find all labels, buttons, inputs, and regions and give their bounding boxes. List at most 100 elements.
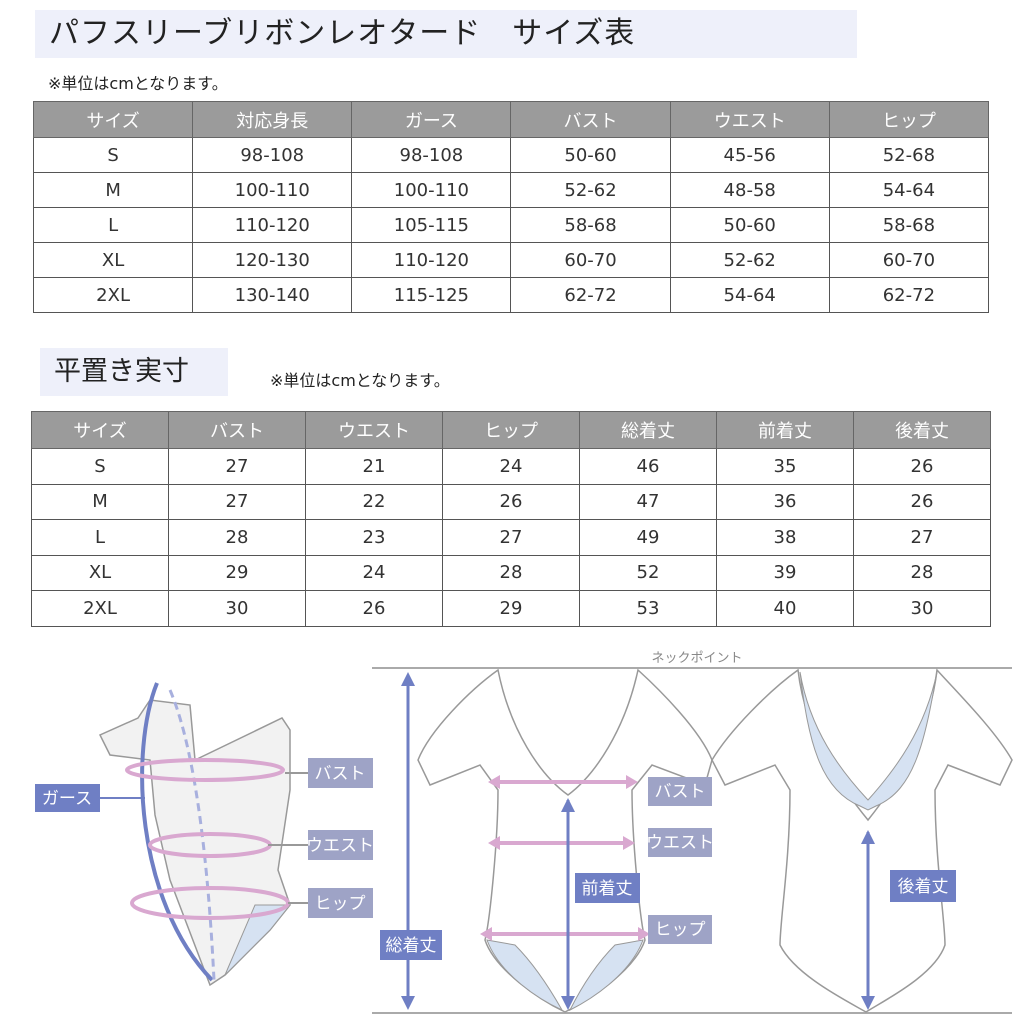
column-header: ガース [351,101,512,138]
table-cell: 50-60 [510,137,671,173]
table-cell: 35 [716,448,854,485]
table-cell: 52-62 [510,172,671,208]
table-cell: 28 [168,519,306,556]
table-cell: 28 [853,554,991,591]
table-cell: 50-60 [669,207,830,243]
table-cell: XL [32,242,194,278]
table-cell: 21 [305,448,443,485]
table-cell: 52-62 [669,242,830,278]
table-cell: 58-68 [828,207,990,243]
front-hip-label: ヒップ [655,920,706,940]
neck-point-label: ネックポイント [651,651,742,666]
table-cell: 100-110 [351,172,512,208]
table-cell: 62-72 [828,277,990,313]
back-body: 後着丈 [711,668,1013,1013]
column-header: サイズ [32,101,194,138]
table-cell: 62-72 [510,277,671,313]
girth-label: ガース [42,789,92,809]
column-header: サイズ [31,411,169,449]
front-body: 前着丈 バスト ウエスト ヒップ [417,668,714,1013]
table-row: XL 29 24 28 52 39 28 [31,554,991,591]
table-cell: 40 [716,590,854,627]
table-cell: XL [31,554,169,591]
table-cell: 27 [853,519,991,556]
table-cell: 26 [305,590,443,627]
bust-label: バスト [315,764,366,784]
column-header: 対応身長 [192,101,353,138]
table-row: L 110-120 105-115 58-68 50-60 58-68 [32,207,990,243]
table-row: 2XL 30 26 29 53 40 30 [31,590,991,627]
table-cell: 24 [442,448,580,485]
table-cell: 115-125 [351,277,512,313]
table-cell: 110-120 [351,242,512,278]
back-length-label: 後着丈 [898,877,949,897]
table-cell: 2XL [32,277,194,313]
table-cell: 105-115 [351,207,512,243]
column-header: バスト [510,101,671,138]
flat-measure-table: サイズ バスト ウエスト ヒップ 総着丈 前着丈 後着丈 S 27 21 24 46 35 26 M 27 22… [31,411,991,627]
table-cell: 28 [442,554,580,591]
table-cell: 52 [579,554,717,591]
table-cell: 110-120 [192,207,353,243]
table-row: M 100-110 100-110 52-62 48-58 54-64 [32,172,990,208]
table-cell: S [31,448,169,485]
table-cell: 27 [168,483,306,520]
table-cell: 47 [579,483,717,520]
table-cell: 27 [168,448,306,485]
table-cell: 26 [442,483,580,520]
measurement-diagram: ガース バスト ウエスト ヒップ ネックポイント 総着丈 前着丈 バスト ウエス… [35,651,1013,1014]
table-cell: 23 [305,519,443,556]
table-cell: 54-64 [669,277,830,313]
table-cell: 22 [305,483,443,520]
table-cell: S [32,137,194,173]
column-header: ウエスト [669,101,830,138]
table-row: 2XL 130-140 115-125 62-72 54-64 62-72 [32,277,990,313]
front-length-label: 前着丈 [582,879,633,899]
table-cell: 46 [579,448,717,485]
size-table: サイズ 対応身長 ガース バスト ウエスト ヒップ S 98-108 98-108 50-60 45… [32,101,990,313]
table-cell: 58-68 [510,207,671,243]
table-cell: 53 [579,590,717,627]
table-cell: 36 [716,483,854,520]
table-cell: M [31,483,169,520]
section-title-flat-measure: 平置き実寸 [40,348,228,396]
column-header: ヒップ [828,101,990,138]
unit-note: ※単位はcmとなります。 [48,74,228,93]
table-cell: 60-70 [510,242,671,278]
table-cell: 120-130 [192,242,353,278]
column-header: 後着丈 [853,411,991,449]
body-3d-figure: ガース バスト ウエスト ヒップ [35,682,374,987]
table-cell: 29 [168,554,306,591]
table-cell: 27 [442,519,580,556]
table-cell: 30 [853,590,991,627]
table-row: S 27 21 24 46 35 26 [31,448,991,485]
column-header: ウエスト [305,411,443,449]
total-length-label: 総着丈 [386,936,437,956]
table-row: M 27 22 26 47 36 26 [31,483,991,520]
table-cell: 52-68 [828,137,990,173]
front-waist-label: ウエスト [646,833,714,853]
column-header: 前着丈 [716,411,854,449]
table-row: S 98-108 98-108 50-60 45-56 52-68 [32,137,990,173]
table-cell: L [32,207,194,243]
table-cell: 98-108 [192,137,353,173]
table-cell: M [32,172,194,208]
unit-note-2: ※単位はcmとなります。 [270,371,450,390]
column-header: ヒップ [442,411,580,449]
table-cell: 2XL [31,590,169,627]
column-header: バスト [168,411,306,449]
table-cell: 98-108 [351,137,512,173]
table-cell: 39 [716,554,854,591]
table-cell: L [31,519,169,556]
table-cell: 54-64 [828,172,990,208]
table-cell: 49 [579,519,717,556]
table-cell: 45-56 [669,137,830,173]
table-cell: 38 [716,519,854,556]
table-cell: 29 [442,590,580,627]
table-cell: 26 [853,483,991,520]
column-header: 総着丈 [579,411,717,449]
hip-label: ヒップ [315,894,366,914]
table-cell: 48-58 [669,172,830,208]
table-cell: 130-140 [192,277,353,313]
front-bust-label: バスト [655,782,706,802]
